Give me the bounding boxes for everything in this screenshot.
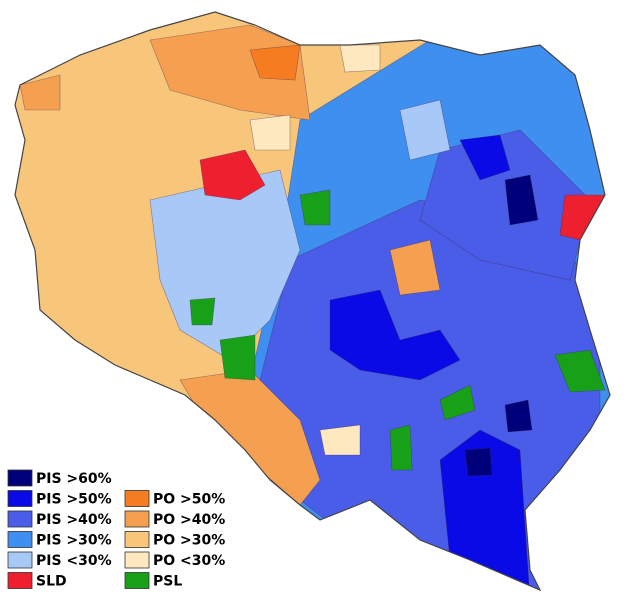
region [504, 399, 533, 433]
legend-label: PIS >30% [36, 533, 112, 549]
region [249, 114, 291, 151]
legend-label: PIS >40% [36, 512, 112, 528]
legend-swatch [7, 469, 33, 487]
legend-label: PIS >50% [36, 492, 112, 508]
region [249, 44, 301, 81]
region [19, 74, 61, 111]
legend-swatch [124, 490, 150, 507]
legend-label: PIS >60% [36, 471, 112, 487]
legend-label: PSL [153, 574, 182, 590]
region [319, 424, 361, 456]
legend-label: PO >50% [153, 492, 225, 508]
legend: PIS >60% PIS >50% PIS >40% PIS >30% PIS <30%… [7, 469, 225, 590]
region [459, 134, 511, 181]
legend-swatch [7, 531, 33, 548]
border [14, 11, 611, 592]
region [389, 239, 441, 296]
region [464, 447, 493, 477]
legend-label: PO >40% [153, 512, 225, 528]
legend-background [0, 462, 245, 600]
legend-swatch [7, 490, 33, 507]
legend-swatch [124, 510, 150, 528]
region [299, 189, 331, 226]
region [399, 99, 451, 161]
legend-label: PO >30% [153, 533, 225, 549]
region [219, 334, 256, 381]
region [554, 349, 606, 393]
legend-swatch [124, 551, 150, 569]
legend-swatch [7, 510, 33, 528]
legend-swatch [124, 572, 150, 589]
legend-swatch [7, 551, 33, 569]
legend-label: SLD [36, 574, 67, 590]
region [339, 44, 381, 73]
legend-swatch [124, 531, 150, 548]
region [389, 424, 413, 471]
legend-label: PO <30% [153, 553, 225, 569]
region [419, 129, 591, 281]
region [439, 384, 476, 421]
region [199, 149, 266, 201]
legend-swatch [7, 572, 33, 589]
region [559, 194, 606, 241]
region [189, 297, 216, 326]
region [329, 289, 461, 381]
legend-label: PIS <30% [36, 553, 112, 569]
region [504, 174, 539, 226]
